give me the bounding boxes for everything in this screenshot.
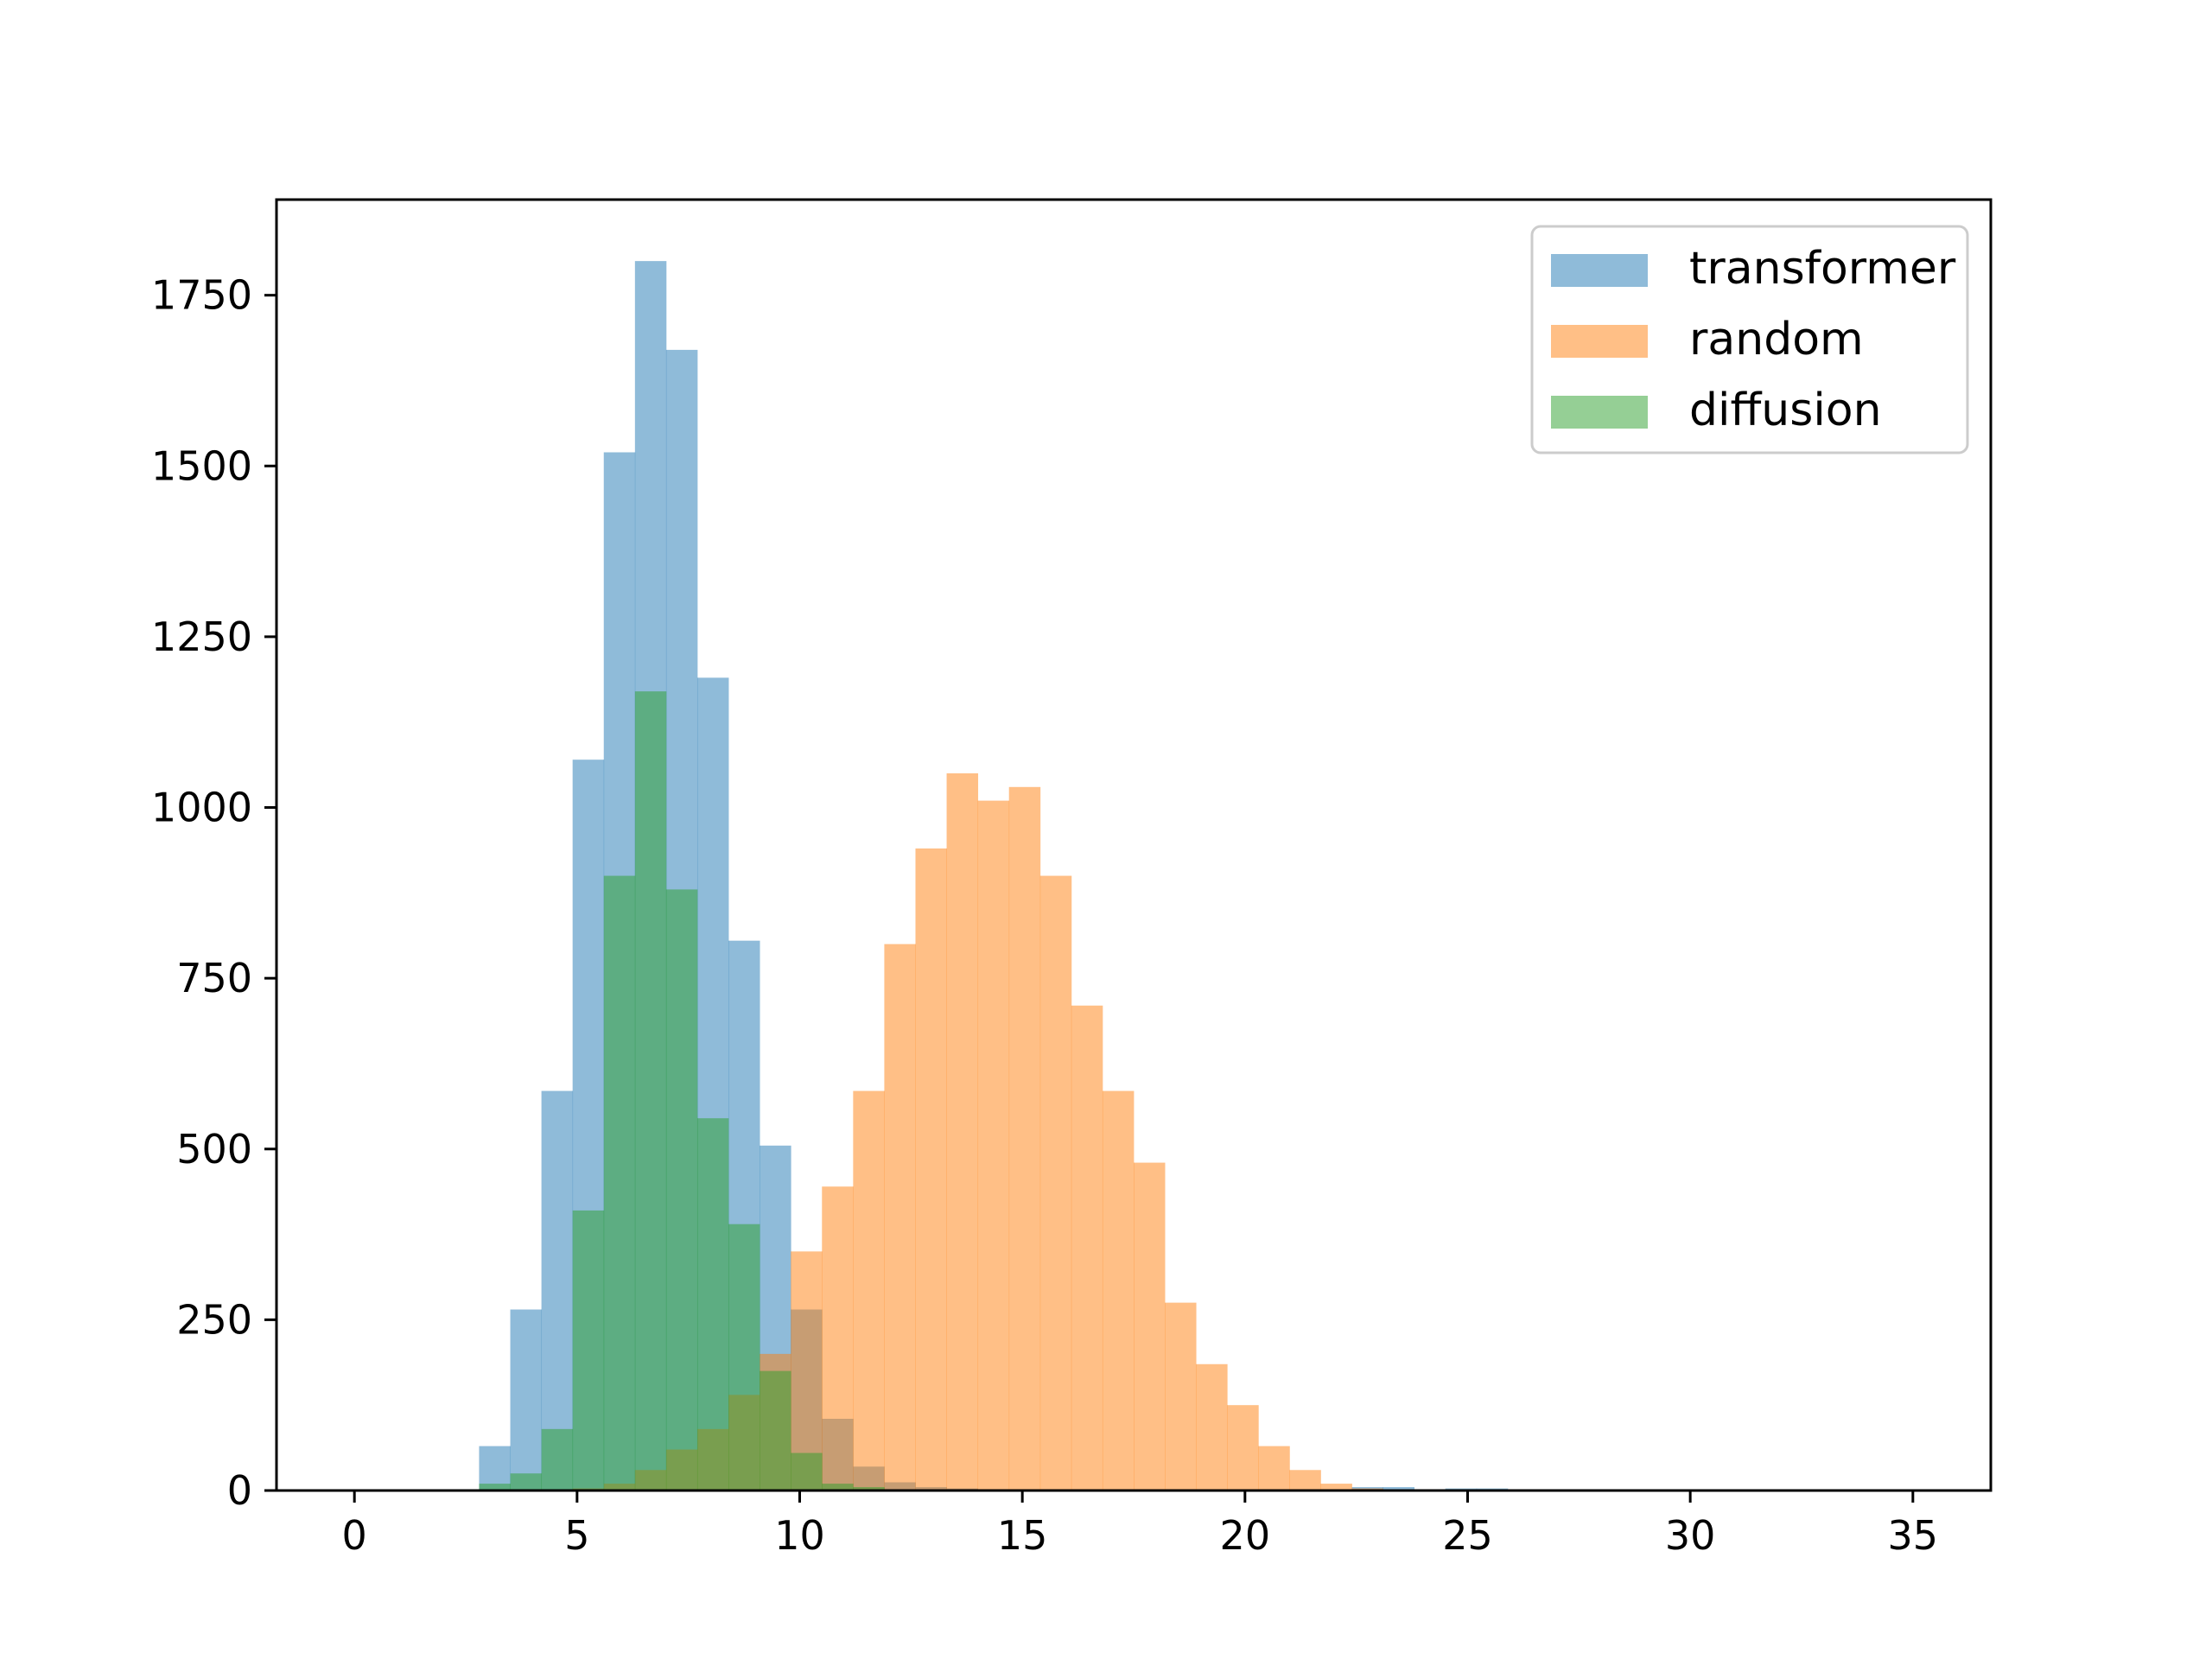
x-axis-ticks: 0 5 10 15 20 25 30 35 xyxy=(342,1491,1939,1559)
bar-diffusion-7 xyxy=(572,1210,605,1491)
histogram-bars xyxy=(479,261,1509,1491)
y-tick-label-500: 500 xyxy=(176,1126,252,1173)
bar-random-25 xyxy=(1134,1162,1166,1491)
x-tick-label-10: 10 xyxy=(774,1512,825,1559)
y-tick-label-1750: 1750 xyxy=(151,272,252,319)
bar-transformer-5 xyxy=(510,1309,543,1491)
x-tick-label-0: 0 xyxy=(342,1512,367,1559)
bar-random-18 xyxy=(915,848,947,1491)
x-tick-label-15: 15 xyxy=(997,1512,1048,1559)
bar-transformer-6 xyxy=(541,1090,574,1491)
bar-random-20 xyxy=(977,800,1010,1491)
bar-random-26 xyxy=(1165,1302,1197,1491)
y-tick-label-1500: 1500 xyxy=(151,442,252,489)
bar-transformer-33 xyxy=(1382,1487,1415,1491)
bar-diffusion-14 xyxy=(791,1452,823,1491)
y-tick-label-0: 0 xyxy=(227,1467,252,1514)
series-random-bars xyxy=(541,773,1415,1491)
bar-diffusion-11 xyxy=(696,1118,729,1491)
bar-random-19 xyxy=(946,773,979,1491)
bar-diffusion-15 xyxy=(822,1484,854,1491)
series-diffusion-bars xyxy=(479,691,885,1491)
bar-random-14 xyxy=(791,1251,823,1491)
x-tick-label-25: 25 xyxy=(1442,1512,1493,1559)
bar-diffusion-8 xyxy=(603,875,636,1491)
bar-diffusion-12 xyxy=(728,1224,760,1491)
bar-diffusion-5 xyxy=(510,1473,543,1491)
bar-random-28 xyxy=(1227,1405,1259,1491)
bar-diffusion-16 xyxy=(853,1487,885,1491)
x-tick-label-30: 30 xyxy=(1665,1512,1716,1559)
legend-swatch-random xyxy=(1551,325,1648,358)
bar-random-15 xyxy=(822,1186,854,1491)
legend-swatch-transformer xyxy=(1551,254,1648,287)
bar-random-30 xyxy=(1289,1470,1321,1491)
bar-random-22 xyxy=(1039,875,1072,1491)
x-tick-label-20: 20 xyxy=(1220,1512,1271,1559)
x-tick-label-35: 35 xyxy=(1888,1512,1939,1559)
bar-diffusion-4 xyxy=(479,1484,511,1491)
bar-random-17 xyxy=(884,944,916,1491)
x-tick-label-5: 5 xyxy=(564,1512,589,1559)
legend-label-random: random xyxy=(1689,314,1864,365)
legend: transformer random diffusion xyxy=(1530,225,1969,454)
bar-random-27 xyxy=(1196,1363,1228,1491)
y-axis-ticks: 0 250 500 750 1000 1250 1500 1750 xyxy=(151,272,276,1514)
bar-random-16 xyxy=(853,1090,885,1491)
y-tick-label-750: 750 xyxy=(176,955,252,1001)
plot-frame xyxy=(275,198,1993,1492)
legend-swatch-diffusion xyxy=(1551,396,1648,429)
legend-label-transformer: transformer xyxy=(1689,243,1956,295)
bar-transformer-4 xyxy=(479,1446,511,1491)
y-tick-label-1000: 1000 xyxy=(151,785,252,831)
bar-diffusion-13 xyxy=(760,1370,791,1491)
bar-diffusion-6 xyxy=(541,1428,574,1491)
bar-random-23 xyxy=(1071,1005,1103,1491)
bar-random-31 xyxy=(1320,1484,1352,1491)
bar-diffusion-9 xyxy=(634,691,667,1491)
legend-label-diffusion: diffusion xyxy=(1689,385,1882,436)
bar-random-29 xyxy=(1258,1446,1290,1491)
y-tick-label-1250: 1250 xyxy=(151,613,252,660)
y-tick-label-250: 250 xyxy=(176,1296,252,1343)
bar-random-21 xyxy=(1008,786,1041,1491)
bar-random-24 xyxy=(1102,1090,1135,1491)
bar-diffusion-10 xyxy=(665,889,698,1491)
